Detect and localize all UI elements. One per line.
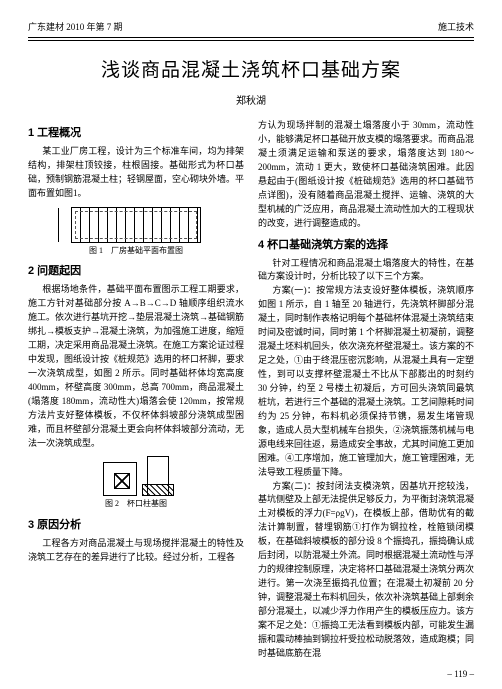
two-column-body: 1 工程概况 某工业厂房工程，设计为三个标准车间，均为排架结构，排架柱顶铰接，柱… bbox=[28, 119, 474, 661]
figure-2-column-elevation bbox=[147, 456, 169, 496]
right-column: 方认为现场拌制的混凝土塌落度小于 30mm，流动性小，能够满足杯口基础开放支模的… bbox=[258, 119, 474, 661]
figure-1-plan-rect bbox=[71, 207, 201, 243]
section-2-title: 2 问题起因 bbox=[28, 263, 244, 280]
section-1-para: 某工业厂房工程，设计为三个标准车间，均为排架结构，排架柱顶铰接，柱根固接。基础形… bbox=[28, 145, 244, 201]
page-number: – 119 – bbox=[447, 669, 474, 679]
header-rule bbox=[28, 40, 474, 41]
section-3-para: 工程各方对商品混凝土与现场搅拌混凝土的特性及浇筑工艺存在的差异进行了比较。经过分… bbox=[28, 537, 244, 565]
figure-2 bbox=[28, 456, 244, 496]
section-1-title: 1 工程概况 bbox=[28, 125, 244, 142]
figure-2-sketches bbox=[28, 456, 244, 496]
left-column: 1 工程概况 某工业厂房工程，设计为三个标准车间，均为排架结构，排架柱顶铰接，柱… bbox=[28, 119, 244, 661]
section-4-para-2: 方案(一)：按常规方法支设好整体模板，浇筑顺序如图 1 所示，自 1 轴至 20… bbox=[258, 284, 474, 479]
running-head: 广东建材 2010 年第 7 期 施工技术 bbox=[28, 20, 474, 38]
figure-2-cup-plan bbox=[103, 462, 137, 496]
figure-1-dimension-line bbox=[58, 208, 70, 242]
continuation-para: 方认为现场拌制的混凝土塌落度小于 30mm，流动性小，能够满足杯口基础开放支模的… bbox=[258, 119, 474, 231]
section-4-title: 4 杯口基础浇筑方案的选择 bbox=[258, 237, 474, 254]
header-right: 施工技术 bbox=[438, 20, 474, 33]
figure-2-caption: 图 2 杯口柱基图 bbox=[28, 498, 244, 510]
author-name: 郑秋湖 bbox=[28, 92, 474, 107]
section-2-para: 根据场地条件，基础平面布置图示工程工期要求，施工方针对基础部分按 A→B→C→D… bbox=[28, 283, 244, 450]
figure-1-caption: 图 1 厂房基础平面布置图 bbox=[28, 245, 244, 257]
section-3-title: 3 原因分析 bbox=[28, 517, 244, 534]
article-title: 浅谈商品混凝土浇筑杯口基础方案 bbox=[28, 55, 474, 82]
section-4-para-1: 针对工程情况和商品混凝土塌落度大的特性，在基础方案设计时，分析比较了以下三个方案… bbox=[258, 257, 474, 285]
header-left: 广东建材 2010 年第 7 期 bbox=[28, 20, 123, 33]
section-4-para-3: 方案(二)：按封闭法支模浇筑，因基坑开挖较浅，基坑侧壁及上部无法提供足够反力，为… bbox=[258, 480, 474, 661]
figure-1 bbox=[28, 207, 244, 243]
page: 广东建材 2010 年第 7 期 施工技术 浅谈商品混凝土浇筑杯口基础方案 郑秋… bbox=[0, 0, 502, 689]
